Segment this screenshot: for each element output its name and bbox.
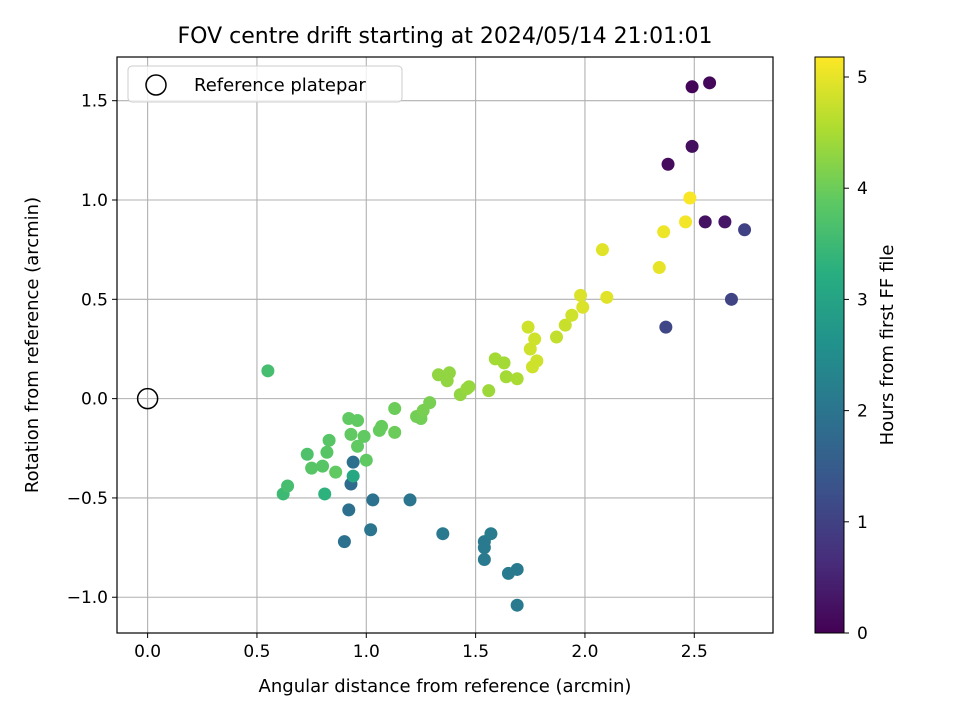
grid <box>117 57 773 633</box>
data-point <box>482 384 496 398</box>
data-point <box>436 527 450 541</box>
colorbar-tick-label: 2 <box>857 402 868 422</box>
data-point <box>346 455 360 469</box>
data-point <box>351 413 365 427</box>
y-tick-label: −1.0 <box>67 588 108 608</box>
legend: Reference platepar <box>127 65 403 103</box>
x-tick-label: 2.0 <box>571 642 598 662</box>
data-point <box>497 356 511 370</box>
y-axis-label: Rotation from reference (arcmin) <box>22 197 43 493</box>
data-point <box>359 453 373 467</box>
data-point <box>528 332 542 346</box>
data-point <box>595 243 609 257</box>
y-tick-label: 0.0 <box>81 390 108 410</box>
data-point <box>300 447 314 461</box>
data-point <box>576 300 590 314</box>
data-point <box>484 527 498 541</box>
data-point <box>679 215 693 229</box>
data-point <box>565 308 579 322</box>
data-point <box>423 396 437 410</box>
reference-marker <box>136 387 159 410</box>
colorbar-tick-label: 0 <box>857 624 868 644</box>
data-point <box>305 461 319 475</box>
y-tick-label: 0.5 <box>81 290 108 310</box>
x-tick-label: 0.0 <box>134 642 161 662</box>
data-point <box>510 598 524 612</box>
data-point <box>357 429 371 443</box>
data-point <box>657 225 671 239</box>
data-point <box>364 523 378 537</box>
data-point <box>523 342 537 356</box>
data-point <box>574 288 588 302</box>
data-point <box>337 535 351 549</box>
data-point <box>600 290 614 304</box>
y-axis-ticks: −1.0 −0.5 0.0 0.5 1.0 1.5 <box>67 92 117 608</box>
data-point <box>499 370 513 384</box>
data-points <box>261 76 752 612</box>
data-point <box>462 380 476 394</box>
chart-title: FOV centre drift starting at 2024/05/14 … <box>178 24 713 49</box>
data-point <box>261 364 275 378</box>
data-point <box>738 223 752 237</box>
data-point <box>510 562 524 576</box>
data-point <box>388 402 402 416</box>
colorbar-ticks: 0 1 2 3 4 5 <box>844 68 868 644</box>
legend-label: Reference platepar <box>194 75 366 96</box>
data-point <box>322 433 336 447</box>
data-point <box>477 553 491 567</box>
x-tick-label: 1.5 <box>462 642 489 662</box>
data-point <box>652 261 666 275</box>
data-point <box>724 292 738 306</box>
data-point <box>442 366 456 380</box>
colorbar: 0 1 2 3 4 5 Hours from first FF file <box>814 56 898 644</box>
legend-box <box>127 65 403 103</box>
data-point <box>366 493 380 507</box>
x-axis-label: Angular distance from reference (arcmin) <box>259 676 632 697</box>
data-point <box>346 469 360 483</box>
data-point <box>661 157 675 171</box>
data-point <box>683 191 697 205</box>
data-point <box>698 215 712 229</box>
data-point <box>718 215 732 229</box>
data-point <box>685 80 699 94</box>
x-tick-label: 2.5 <box>681 642 708 662</box>
colorbar-tick-label: 1 <box>857 513 868 533</box>
y-tick-label: −0.5 <box>67 489 108 509</box>
y-tick-label: 1.5 <box>81 92 108 112</box>
data-point <box>659 320 673 334</box>
data-point <box>388 425 402 439</box>
data-point <box>403 493 417 507</box>
data-point <box>316 459 330 473</box>
data-point <box>375 419 389 433</box>
legend-marker-icon <box>145 74 167 96</box>
data-point <box>342 503 356 517</box>
data-point <box>344 427 358 441</box>
colorbar-gradient <box>814 56 845 634</box>
x-tick-label: 0.5 <box>243 642 270 662</box>
data-point <box>521 320 535 334</box>
data-point <box>477 541 491 555</box>
x-axis-ticks: 0.0 0.5 1.0 1.5 2.0 2.5 <box>134 633 708 662</box>
data-point <box>558 318 572 332</box>
y-tick-label: 1.0 <box>81 191 108 211</box>
data-point <box>329 465 343 479</box>
data-point <box>318 487 332 501</box>
data-point <box>703 76 717 90</box>
data-point <box>351 439 365 453</box>
colorbar-tick-label: 3 <box>857 290 868 310</box>
x-tick-label: 1.0 <box>353 642 380 662</box>
data-point <box>550 330 564 344</box>
data-point <box>685 139 699 153</box>
data-point <box>530 354 544 368</box>
data-point <box>510 372 524 386</box>
plot-frame <box>116 56 774 634</box>
data-point <box>320 445 334 459</box>
data-point <box>281 479 295 493</box>
colorbar-tick-label: 4 <box>857 179 868 199</box>
colorbar-tick-label: 5 <box>857 68 868 88</box>
colorbar-label: Hours from first FF file <box>877 245 898 446</box>
